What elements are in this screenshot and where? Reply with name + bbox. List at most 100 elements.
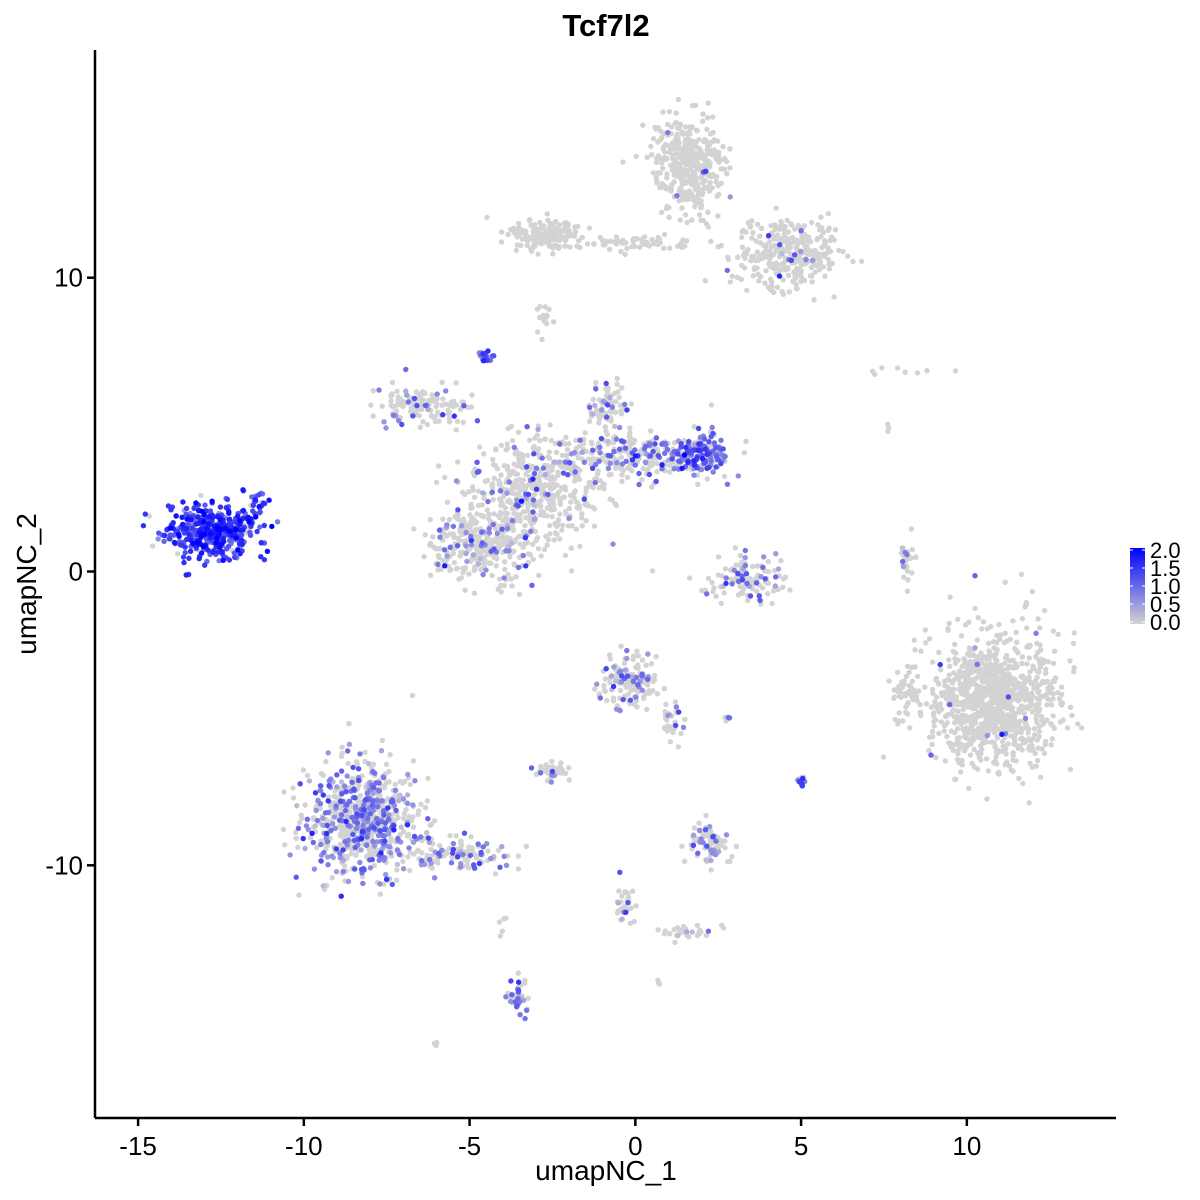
data-point [400,796,406,802]
data-point [744,247,751,254]
data-point [562,228,569,235]
data-point [896,710,902,716]
data-point [452,514,458,520]
data-point [702,185,709,191]
data-point [1050,628,1057,634]
data-point [1022,739,1029,746]
data-point [440,396,446,402]
data-point [598,435,605,442]
data-point [1026,800,1032,806]
data-point [1033,630,1039,636]
data-point [704,476,710,482]
data-point [317,801,324,807]
data-point [437,534,443,540]
data-point [982,688,989,695]
data-point [390,798,396,804]
data-point [1047,689,1053,696]
data-point [703,221,710,227]
data-point [619,673,625,679]
data-point [928,704,935,710]
data-point [819,225,825,231]
data-point [542,436,548,442]
data-point [522,522,528,529]
data-point [371,825,377,831]
data-point [343,789,349,795]
data-point [808,272,814,279]
data-point [497,933,503,939]
data-point [615,389,621,395]
data-point [538,240,544,247]
data-point [576,504,582,511]
data-point [991,760,997,766]
data-point [418,391,424,398]
data-point [673,137,679,144]
data-point [574,243,580,249]
data-point [617,707,623,714]
data-point [611,239,618,245]
data-point [645,651,651,657]
data-point [495,847,502,853]
data-point [1004,680,1010,686]
data-point [954,699,961,706]
data-point [347,809,353,815]
data-point [954,725,961,732]
data-point [484,214,490,221]
data-point [225,543,232,550]
data-point [699,192,705,198]
data-point [613,436,620,442]
data-point [354,811,360,817]
data-point [980,733,986,740]
data-point [563,434,569,440]
data-point [991,678,998,685]
data-point [926,747,932,754]
data-point [407,849,413,855]
data-point [431,544,437,550]
data-point [317,787,324,794]
data-point [467,512,473,518]
data-point [586,404,593,411]
data-point [782,265,789,272]
data-point [468,834,474,840]
data-point [701,831,707,838]
data-point [568,568,575,574]
data-point [705,173,712,179]
data-point [1018,571,1025,578]
data-point [393,877,400,883]
data-point [545,491,551,498]
data-point [535,251,541,257]
data-point [424,421,431,428]
data-point [918,648,924,654]
data-point [576,238,582,244]
data-point [344,802,350,808]
data-point [1005,694,1012,700]
data-point [1023,625,1030,631]
data-point [943,694,949,700]
data-point [607,460,613,466]
data-point [809,257,816,264]
data-point [322,810,329,816]
data-point [662,928,669,934]
data-point [630,656,636,663]
data-point [811,251,818,258]
data-point [430,534,436,540]
data-point [462,491,468,498]
data-point [531,451,537,457]
data-point [814,235,821,242]
data-point [406,814,412,820]
data-point [1079,725,1085,731]
data-point [369,802,376,808]
data-point [426,856,433,863]
data-point [832,227,839,233]
data-point [354,761,360,767]
data-point [1025,730,1031,736]
data-point [1036,733,1042,740]
data-point [320,883,326,889]
data-point [1019,616,1026,622]
data-point [659,160,665,166]
data-point [729,273,735,279]
data-point [440,516,446,522]
data-point [631,243,638,250]
data-point [498,472,504,478]
data-point [576,476,583,482]
